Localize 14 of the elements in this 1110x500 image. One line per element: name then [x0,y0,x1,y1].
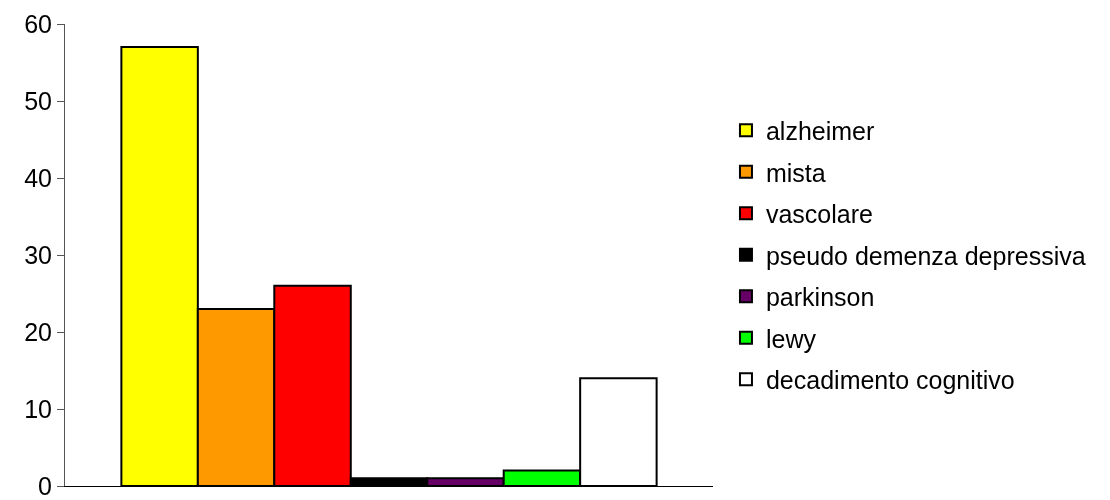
y-tick-label: 30 [24,240,52,269]
y-tick-label: 40 [24,163,52,192]
legend-label: alzheimer [765,117,875,145]
y-tick-label: 0 [38,471,52,500]
legend-label: mista [765,158,826,187]
y-tick-label: 20 [24,317,52,346]
y-tick-label: 60 [24,9,52,38]
y-tick-label: 50 [24,86,52,115]
y-tick-label: 10 [24,394,52,423]
legend-label: pseudo demenza depressiva [765,241,1086,270]
legend-label: decadimento cognitivo [765,366,1015,394]
legend-label: vascolare [765,200,873,228]
legend-label: parkinson [765,283,875,311]
legend-label: lewy [765,324,817,353]
